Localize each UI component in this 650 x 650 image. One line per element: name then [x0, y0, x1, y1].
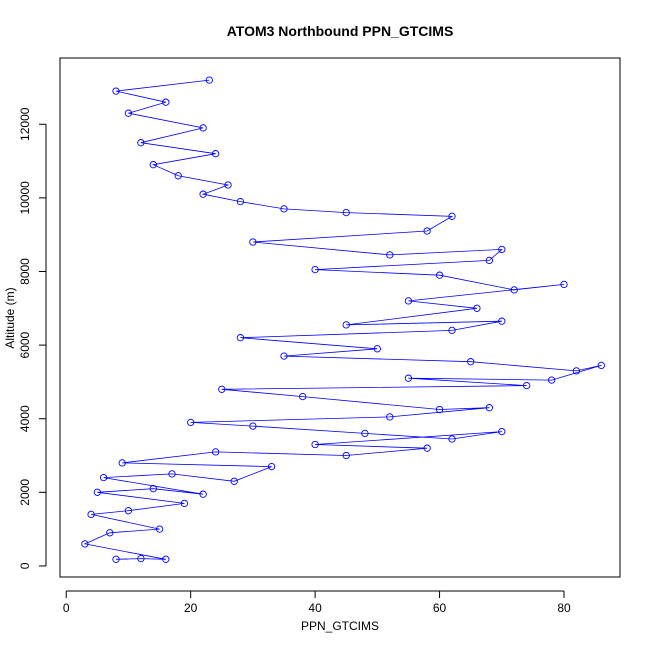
x-tick-label: 40	[308, 601, 322, 615]
data-point	[299, 392, 307, 401]
chart-title: ATOM3 Northbound PPN_GTCIMS	[227, 23, 454, 39]
data-point	[162, 98, 170, 106]
data-point	[199, 190, 207, 198]
data-point	[280, 205, 288, 213]
data-point	[386, 413, 394, 421]
data-point	[249, 238, 257, 246]
data-point	[112, 87, 120, 95]
series-line	[83, 79, 602, 560]
data-point	[137, 554, 145, 563]
data-point	[180, 499, 189, 508]
data-point	[404, 374, 413, 382]
data-point	[137, 139, 145, 147]
data-point	[510, 286, 518, 294]
data-point	[124, 109, 133, 117]
data-point	[280, 352, 288, 360]
x-tick-label: 0	[63, 601, 70, 615]
data-point	[485, 404, 493, 412]
data-point	[572, 367, 581, 375]
x-axis: 0 20 40 60 80	[63, 590, 571, 615]
x-axis-title: PPN_GTCIMS	[301, 619, 379, 633]
data-point	[311, 265, 319, 274]
data-point	[211, 150, 220, 158]
data-point	[205, 76, 213, 84]
data-point	[361, 429, 369, 438]
data-point	[342, 321, 350, 329]
data-point	[498, 245, 506, 254]
data-point	[106, 529, 114, 537]
data-point	[99, 473, 108, 482]
y-tick-label: 0	[18, 562, 32, 569]
data-point	[118, 459, 126, 467]
data-point	[373, 345, 381, 353]
data-point	[498, 427, 506, 436]
data-point	[112, 555, 120, 563]
data-point	[236, 197, 245, 206]
data-point	[211, 448, 220, 456]
data-point	[236, 334, 245, 342]
data-point	[174, 172, 182, 180]
data-point	[149, 485, 157, 493]
data-point	[224, 181, 232, 189]
data-point	[448, 212, 456, 220]
data-point	[199, 124, 207, 132]
y-axis: 0 2000 4000 6000 8000 10000 12000	[18, 107, 47, 569]
data-point	[187, 418, 195, 427]
data-point	[168, 470, 176, 478]
data-point	[560, 280, 568, 289]
y-axis-title: Altitude (m)	[3, 287, 17, 348]
plot-frame	[59, 57, 621, 578]
y-tick-label: 10000	[18, 181, 32, 215]
data-point	[435, 405, 444, 414]
y-tick-label: 6000	[18, 331, 32, 358]
y-tick-label: 4000	[18, 405, 32, 432]
y-tick-label: 8000	[18, 258, 32, 285]
x-tick-label: 80	[557, 601, 571, 615]
data-point	[93, 488, 101, 496]
data-point	[523, 381, 531, 390]
data-point	[597, 361, 605, 370]
data-point	[149, 161, 157, 169]
data-point	[547, 376, 556, 384]
data-point	[448, 435, 456, 443]
data-point	[81, 540, 89, 548]
data-point	[311, 440, 319, 449]
y-tick-label: 12000	[18, 107, 32, 141]
data-point	[498, 317, 506, 325]
data-point	[162, 555, 170, 563]
data-point	[342, 208, 350, 217]
data-point	[423, 444, 431, 452]
data-point	[423, 227, 431, 235]
data-point	[230, 477, 238, 485]
data-point	[435, 271, 444, 279]
data-point	[473, 304, 481, 312]
y-tick-label: 2000	[18, 479, 32, 506]
data-point	[87, 510, 95, 519]
data-point	[267, 462, 276, 471]
data-point	[448, 326, 456, 335]
data-point	[467, 358, 475, 366]
data-point	[404, 297, 413, 305]
data-point	[124, 507, 133, 515]
data-point	[199, 490, 207, 498]
data-point	[485, 256, 493, 265]
data-layer	[81, 76, 605, 563]
x-tick-label: 20	[184, 601, 198, 615]
data-point	[342, 451, 350, 460]
data-point	[155, 525, 164, 533]
data-point	[386, 251, 394, 259]
data-point	[218, 385, 226, 393]
data-point	[249, 422, 257, 430]
x-tick-label: 60	[433, 601, 447, 615]
